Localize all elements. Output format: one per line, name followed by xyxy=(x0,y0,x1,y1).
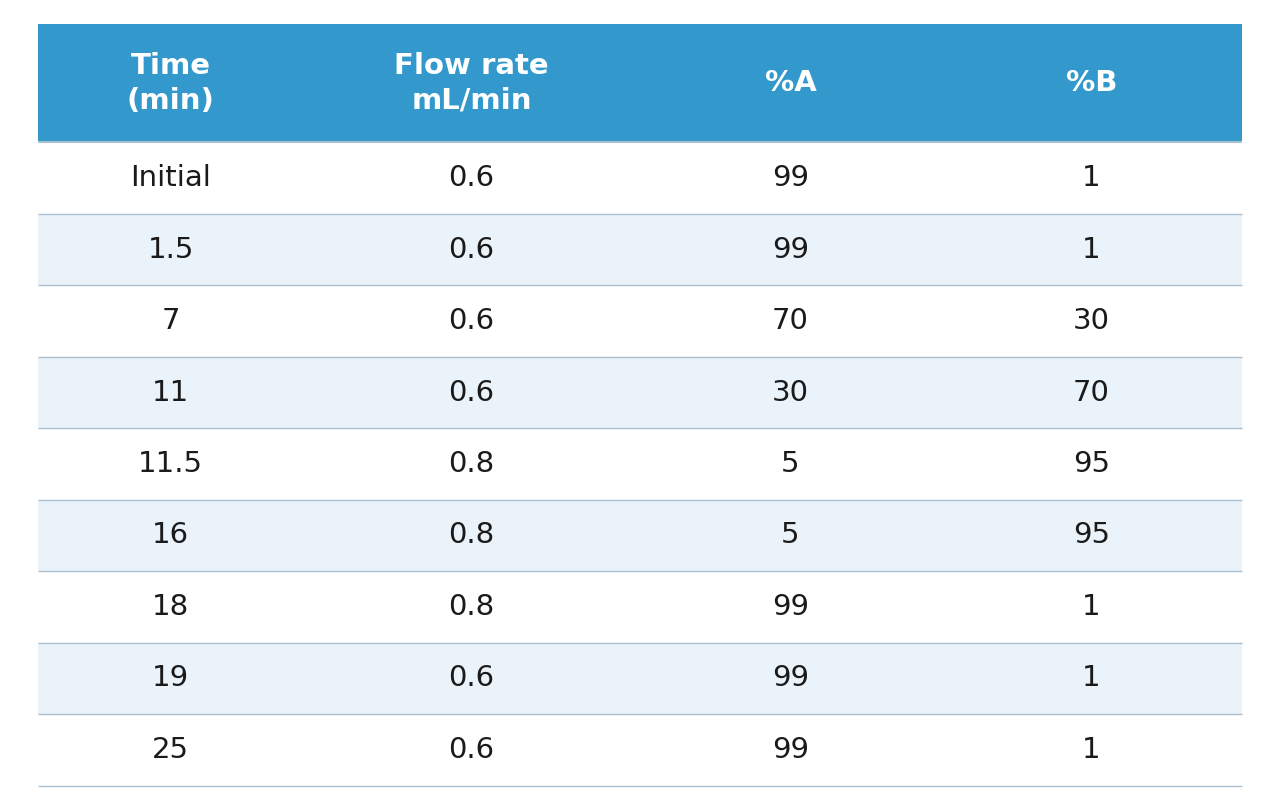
Text: 99: 99 xyxy=(772,236,809,263)
Text: Time
(min): Time (min) xyxy=(127,52,215,114)
Bar xyxy=(303,428,640,500)
Bar xyxy=(38,428,303,500)
Text: 0.8: 0.8 xyxy=(448,593,494,621)
Bar xyxy=(38,642,303,714)
Bar xyxy=(303,356,640,428)
Text: 0.6: 0.6 xyxy=(448,307,494,335)
Bar xyxy=(38,356,303,428)
Text: 0.6: 0.6 xyxy=(448,664,494,693)
Text: 95: 95 xyxy=(1073,522,1110,549)
Text: 1: 1 xyxy=(1082,593,1101,621)
Text: 5: 5 xyxy=(781,450,800,478)
Text: 1: 1 xyxy=(1082,736,1101,764)
Bar xyxy=(303,642,640,714)
Bar xyxy=(303,714,640,786)
Text: 7: 7 xyxy=(161,307,180,335)
Bar xyxy=(941,24,1242,143)
Bar xyxy=(640,214,941,285)
Bar xyxy=(38,285,303,356)
Bar xyxy=(941,356,1242,428)
Bar xyxy=(941,500,1242,571)
Bar xyxy=(38,143,303,214)
Text: 70: 70 xyxy=(772,307,809,335)
Bar xyxy=(38,714,303,786)
Bar xyxy=(38,571,303,642)
Text: 19: 19 xyxy=(152,664,189,693)
Bar xyxy=(38,214,303,285)
Bar xyxy=(38,500,303,571)
Bar xyxy=(941,714,1242,786)
Bar xyxy=(303,143,640,214)
Text: 11.5: 11.5 xyxy=(138,450,204,478)
Bar xyxy=(941,571,1242,642)
Text: %A: %A xyxy=(764,70,817,97)
Text: 99: 99 xyxy=(772,664,809,693)
Bar xyxy=(941,214,1242,285)
Bar xyxy=(941,285,1242,356)
Bar xyxy=(640,642,941,714)
Bar xyxy=(640,714,941,786)
Text: 16: 16 xyxy=(152,522,189,549)
Bar xyxy=(303,214,640,285)
Bar xyxy=(941,642,1242,714)
Bar xyxy=(640,356,941,428)
Bar xyxy=(640,143,941,214)
Text: 11: 11 xyxy=(152,378,189,407)
Text: 1: 1 xyxy=(1082,664,1101,693)
Bar xyxy=(303,24,640,143)
Text: 0.8: 0.8 xyxy=(448,522,494,549)
Text: 1.5: 1.5 xyxy=(147,236,195,263)
Text: 99: 99 xyxy=(772,736,809,764)
Text: 1: 1 xyxy=(1082,164,1101,192)
Text: 95: 95 xyxy=(1073,450,1110,478)
Text: %B: %B xyxy=(1065,70,1117,97)
Text: 0.6: 0.6 xyxy=(448,164,494,192)
Text: 25: 25 xyxy=(152,736,189,764)
Text: 70: 70 xyxy=(1073,378,1110,407)
Bar xyxy=(640,500,941,571)
Text: 0.6: 0.6 xyxy=(448,378,494,407)
Bar xyxy=(941,428,1242,500)
Text: 18: 18 xyxy=(152,593,189,621)
Bar xyxy=(640,24,941,143)
Bar xyxy=(303,571,640,642)
Text: 30: 30 xyxy=(772,378,809,407)
Bar xyxy=(303,285,640,356)
Bar xyxy=(38,24,303,143)
Bar xyxy=(941,143,1242,214)
Text: 0.6: 0.6 xyxy=(448,236,494,263)
Text: Flow rate
mL/min: Flow rate mL/min xyxy=(394,52,549,114)
Text: 99: 99 xyxy=(772,164,809,192)
Bar xyxy=(640,428,941,500)
Bar xyxy=(640,285,941,356)
Text: 0.6: 0.6 xyxy=(448,736,494,764)
Text: 0.8: 0.8 xyxy=(448,450,494,478)
Text: 30: 30 xyxy=(1073,307,1110,335)
Bar xyxy=(303,500,640,571)
Text: Initial: Initial xyxy=(131,164,211,192)
Text: 5: 5 xyxy=(781,522,800,549)
Text: 99: 99 xyxy=(772,593,809,621)
Bar xyxy=(640,571,941,642)
Text: 1: 1 xyxy=(1082,236,1101,263)
